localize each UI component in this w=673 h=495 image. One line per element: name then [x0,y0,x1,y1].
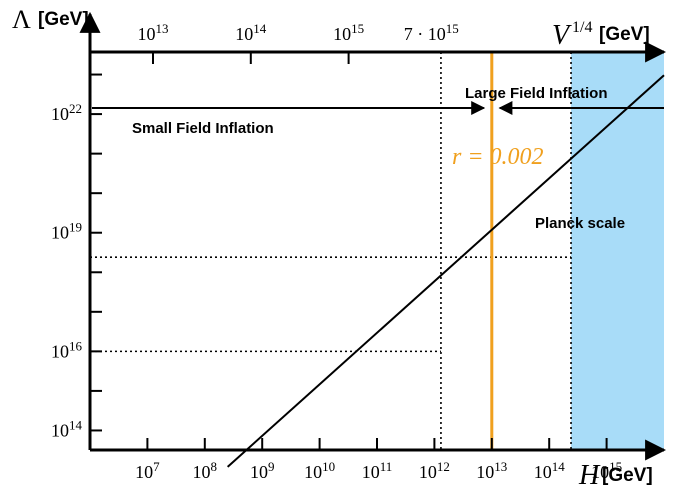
top-tick-label: 7 · 1015 [404,21,459,45]
x-axis-title: H [GeV] [578,460,653,491]
top-axis-symbol: V [552,20,572,51]
x-tick-label: 1015 [591,459,622,483]
x-tick-label: 1013 [476,459,507,483]
top-axis-unit: [GeV] [599,24,650,45]
x-tick-label: 108 [193,459,218,483]
r-value-label: r = 0.002 [452,144,544,170]
y-tick-label: 1022 [51,101,82,125]
ticks: 107 108 109 1010 1011 1012 1013 1014 1015 1013 101… [51,21,622,483]
top-axis-exponent: 1/4 [572,19,592,36]
x-axis-symbol: H [578,460,601,491]
x-tick-label: 1011 [362,459,393,483]
y-tick-label: 1016 [51,338,83,362]
small-field-label: Small Field Inflation [132,120,274,137]
x-axis-unit: [GeV] [602,465,653,486]
cutoff-scale-line [226,74,665,468]
y-axis-symbol: Λ [12,5,31,34]
x-tick-label: 107 [135,459,160,483]
large-field-label: Large Field Inflation [465,85,608,102]
x-tick-label: 109 [250,459,275,483]
x-tick-label: 1012 [419,459,450,483]
top-tick-label: 1015 [333,21,364,45]
top-tick-label: 1013 [138,21,169,45]
top-tick-label: 1014 [235,21,266,45]
x-tick-label: 1010 [304,459,335,483]
y-axis-title: Λ [GeV] [12,5,89,34]
top-axis-title: V 1/4 [GeV] [552,19,650,51]
large-field-shaded-region [571,52,664,450]
y-tick-label: 1014 [51,417,83,441]
y-tick-label: 1019 [51,219,82,243]
planck-scale-label: Planck scale [535,215,625,232]
y-axis-unit: [GeV] [38,9,89,30]
guide-lines [90,52,572,450]
x-tick-label: 1014 [534,459,566,483]
